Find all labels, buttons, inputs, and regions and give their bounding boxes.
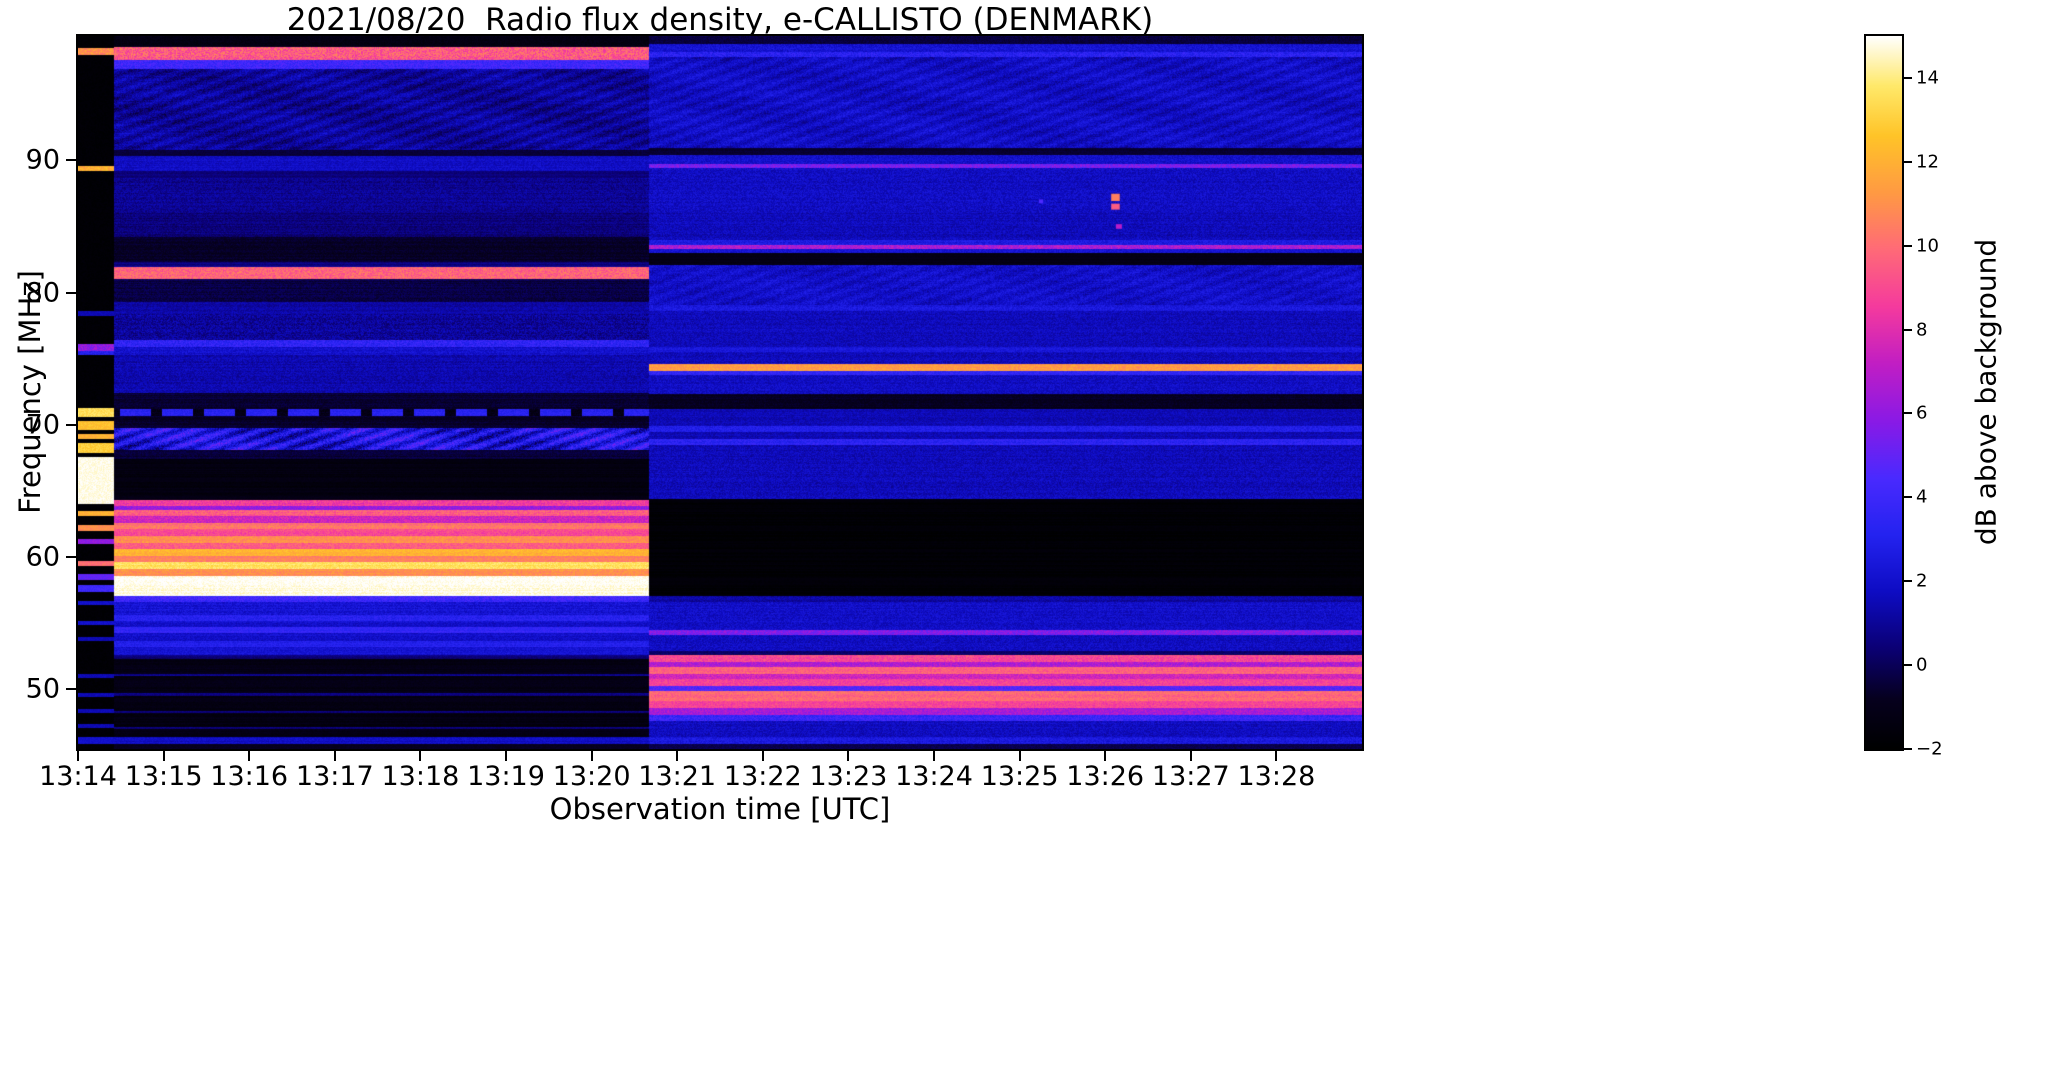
colorbar-tick-mark: [1904, 496, 1912, 499]
x-tick-mark: [162, 751, 165, 761]
x-tick-mark: [1104, 751, 1107, 761]
x-tick-label: 13:19: [467, 761, 545, 792]
x-tick-label: 13:14: [39, 761, 117, 792]
y-tick-label: 80: [25, 277, 60, 309]
x-tick-label: 13:27: [1151, 761, 1230, 792]
colorbar-tick-label: 2: [1916, 570, 1928, 592]
colorbar-tick-mark: [1904, 748, 1912, 750]
x-tick-mark: [505, 751, 507, 761]
x-tick-label: 13:24: [895, 761, 973, 792]
colorbar-tick-label: 4: [1916, 486, 1928, 508]
y-tick-mark: [66, 159, 76, 162]
x-tick-mark: [933, 751, 935, 761]
x-tick-mark: [419, 751, 422, 761]
colorbar-canvas: [1866, 36, 1902, 749]
x-tick-label: 13:21: [638, 761, 717, 792]
colorbar-tick-mark: [1904, 160, 1912, 163]
colorbar-tick-label: 0: [1916, 654, 1928, 676]
x-tick-label: 13:16: [210, 761, 289, 792]
y-tick-mark: [66, 291, 76, 294]
spectrogram-canvas: [78, 36, 1362, 749]
y-tick-label: 60: [25, 541, 60, 573]
x-tick-mark: [333, 751, 336, 761]
y-tick-label: 70: [25, 409, 60, 441]
colorbar-tick-mark: [1904, 412, 1912, 415]
x-tick-mark: [676, 751, 679, 761]
x-tick-mark: [1275, 751, 1278, 761]
colorbar-tick-label: 12: [1916, 151, 1939, 173]
x-tick-mark: [77, 751, 79, 761]
colorbar-tick-label: 10: [1916, 235, 1939, 257]
x-tick-label: 13:15: [124, 761, 203, 792]
colorbar-tick-mark: [1904, 244, 1912, 247]
colorbar-tick-mark: [1904, 580, 1912, 583]
y-tick-mark: [66, 423, 76, 426]
x-tick-label: 13:22: [723, 761, 802, 792]
plot-area: [76, 34, 1364, 751]
y-tick-label: 50: [25, 673, 60, 705]
y-tick-label: 90: [25, 144, 60, 176]
y-axis-label: Frequency [MHz]: [13, 270, 47, 514]
colorbar-tick-mark: [1904, 664, 1912, 667]
colorbar-tick-mark: [1904, 328, 1912, 331]
colorbar-label: dB above background: [1969, 238, 2003, 546]
colorbar-tick-label: 8: [1916, 319, 1928, 341]
x-tick-label: 13:25: [980, 761, 1059, 792]
x-tick-mark: [847, 751, 850, 761]
colorbar: [1864, 34, 1904, 751]
x-tick-mark: [590, 751, 593, 761]
x-tick-mark: [1018, 751, 1021, 761]
x-tick-label: 13:26: [1066, 761, 1145, 792]
chart-title: 2021/08/20 Radio flux density, e-CALLIST…: [286, 2, 1154, 38]
colorbar-tick-label: 6: [1916, 402, 1928, 424]
x-tick-mark: [248, 751, 251, 761]
y-tick-mark: [66, 556, 76, 559]
x-axis-label: Observation time [UTC]: [549, 792, 891, 826]
x-tick-label: 13:23: [809, 761, 888, 792]
x-tick-mark: [1189, 751, 1192, 761]
colorbar-tick-label: 14: [1916, 67, 1939, 89]
x-tick-label: 13:28: [1237, 761, 1316, 792]
x-tick-label: 13:18: [381, 761, 460, 792]
x-tick-label: 13:17: [295, 761, 374, 792]
x-tick-label: 13:20: [552, 761, 631, 792]
x-tick-mark: [761, 751, 764, 761]
colorbar-tick-mark: [1904, 76, 1912, 79]
y-tick-mark: [66, 688, 76, 691]
colorbar-tick-label: −2: [1916, 738, 1943, 760]
